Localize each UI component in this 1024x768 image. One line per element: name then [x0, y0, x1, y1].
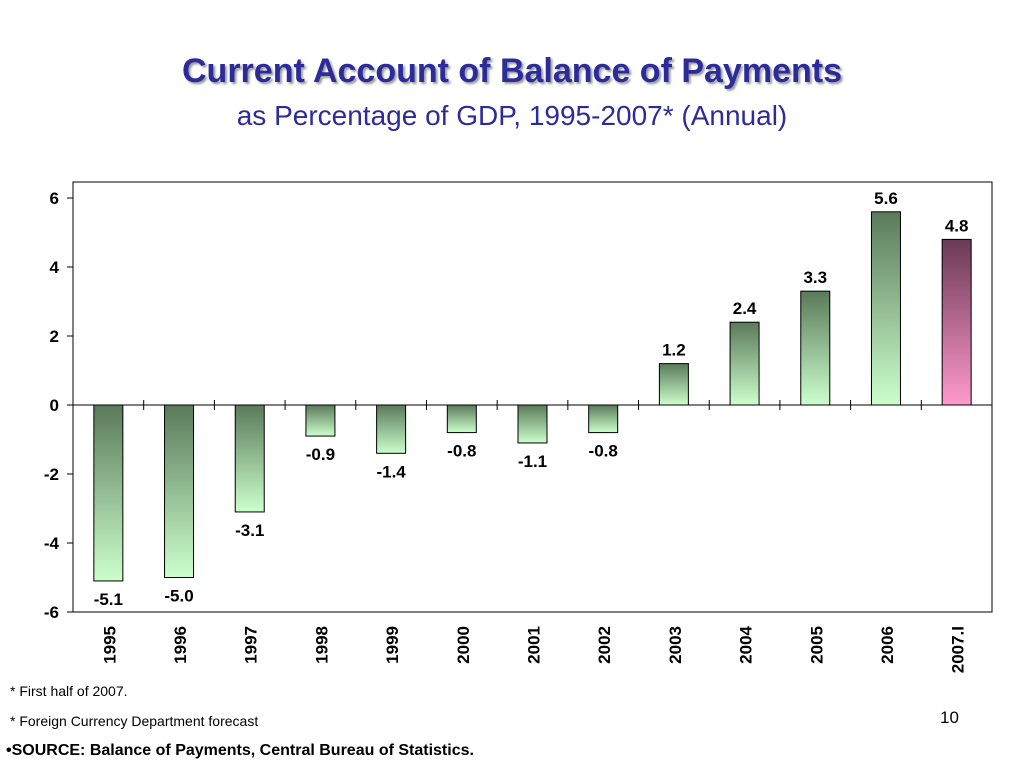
bar — [800, 290, 831, 406]
x-tick-label: 2004 — [737, 625, 756, 663]
bar — [376, 404, 407, 454]
bar — [164, 404, 195, 578]
bar — [234, 404, 265, 513]
y-tick-label: -2 — [44, 465, 59, 484]
data-label: -1.1 — [518, 452, 547, 471]
source-note: •SOURCE: Balance of Payments, Central Bu… — [6, 742, 474, 759]
data-label: 1.2 — [662, 341, 686, 360]
y-tick-label: 0 — [50, 396, 59, 415]
bar — [517, 404, 548, 444]
footnote-forecast: * Foreign Currency Department forecast — [10, 713, 259, 729]
bar — [658, 363, 689, 406]
y-tick-label: -6 — [44, 603, 59, 622]
bar — [588, 404, 619, 434]
bar — [446, 404, 477, 434]
bar — [93, 404, 124, 582]
x-tick-label: 2006 — [878, 626, 897, 664]
x-tick-label: 2000 — [454, 626, 473, 664]
data-label: 4.8 — [945, 216, 969, 235]
footnote-first-half: * First half of 2007. — [10, 683, 128, 699]
chart-subtitle: as Percentage of GDP, 1995-2007* (Annual… — [236, 100, 788, 131]
data-label: 5.6 — [874, 189, 898, 208]
data-label: -5.1 — [94, 590, 123, 609]
data-label: -0.8 — [589, 442, 618, 461]
x-tick-label: 2001 — [525, 626, 544, 664]
x-tick-label: 1998 — [312, 626, 331, 664]
y-tick-label: 2 — [50, 327, 59, 346]
y-tick-label: -4 — [44, 534, 60, 553]
x-tick-label: 1997 — [242, 626, 261, 664]
data-label: -5.0 — [164, 587, 193, 606]
data-label: 2.4 — [733, 299, 757, 318]
bar — [870, 211, 901, 406]
bar — [305, 404, 336, 437]
x-tick-label: 2005 — [807, 626, 826, 664]
data-label: -0.8 — [447, 442, 476, 461]
x-tick-label: 1996 — [171, 626, 190, 664]
chart-title: Current Account of Balance of Payments — [182, 52, 842, 90]
x-tick-label: 2007.I — [949, 626, 968, 673]
bar — [941, 238, 972, 406]
y-tick-label: 4 — [50, 258, 60, 277]
y-tick-label: 6 — [50, 189, 59, 208]
x-tick-label: 2003 — [666, 626, 685, 664]
plot-area — [72, 181, 993, 613]
data-label: 3.3 — [803, 268, 827, 287]
data-label: -3.1 — [235, 521, 264, 540]
bar — [729, 321, 760, 406]
x-tick-label: 2002 — [595, 626, 614, 664]
page-number: 10 — [940, 708, 959, 727]
x-tick-label: 1995 — [100, 626, 119, 664]
data-label: -1.4 — [376, 462, 406, 481]
x-tick-label: 1999 — [383, 626, 402, 664]
data-label: -0.9 — [306, 445, 335, 464]
